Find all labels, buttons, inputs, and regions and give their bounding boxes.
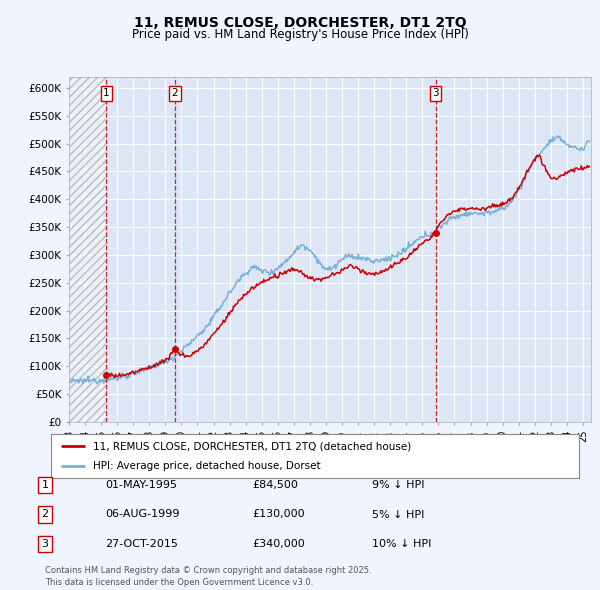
- HPI: Average price, detached house, Dorset: (2e+03, 1.61e+05): Average price, detached house, Dorset: (…: [200, 329, 207, 336]
- HPI: Average price, detached house, Dorset: (2.01e+03, 3.27e+05): Average price, detached house, Dorset: (…: [414, 236, 421, 243]
- 11, REMUS CLOSE, DORCHESTER, DT1 2TQ (detached house): [103, 371, 110, 378]
- Text: 5% ↓ HPI: 5% ↓ HPI: [372, 510, 424, 519]
- HPI: Average price, detached house, Dorset: (2.03e+03, 5.04e+05): Average price, detached house, Dorset: (…: [586, 138, 593, 145]
- HPI: Average price, detached house, Dorset: (1.99e+03, 6.87e+04): Average price, detached house, Dorset: (…: [79, 380, 86, 387]
- 11, REMUS CLOSE, DORCHESTER, DT1 2TQ (detached house): [397, 256, 404, 263]
- 11, REMUS CLOSE, DORCHESTER, DT1 2TQ (detached house): [111, 374, 118, 381]
- Text: 2: 2: [172, 88, 178, 99]
- HPI: Average price, detached house, Dorset: (1.99e+03, 7.15e+04): Average price, detached house, Dorset: (…: [65, 379, 73, 386]
- Text: 3: 3: [41, 539, 49, 549]
- HPI: Average price, detached house, Dorset: (2.02e+03, 3.73e+05): Average price, detached house, Dorset: (…: [458, 211, 465, 218]
- 11, REMUS CLOSE, DORCHESTER, DT1 2TQ (detached house): [535, 152, 542, 159]
- 11, REMUS CLOSE, DORCHESTER, DT1 2TQ (detached house): [254, 282, 261, 289]
- 11, REMUS CLOSE, DORCHESTER, DT1 2TQ (detached house): [308, 276, 315, 283]
- Line: 11, REMUS CLOSE, DORCHESTER, DT1 2TQ (detached house): 11, REMUS CLOSE, DORCHESTER, DT1 2TQ (de…: [106, 155, 589, 378]
- Text: £340,000: £340,000: [252, 539, 305, 549]
- Text: 3: 3: [432, 88, 439, 99]
- Text: 9% ↓ HPI: 9% ↓ HPI: [372, 480, 425, 490]
- Bar: [69, 77, 106, 422]
- Text: Contains HM Land Registry data © Crown copyright and database right 2025.
This d: Contains HM Land Registry data © Crown c…: [45, 566, 371, 587]
- Bar: [69, 77, 106, 422]
- Text: £84,500: £84,500: [252, 480, 298, 490]
- Text: 11, REMUS CLOSE, DORCHESTER, DT1 2TQ (detached house): 11, REMUS CLOSE, DORCHESTER, DT1 2TQ (de…: [93, 441, 412, 451]
- 11, REMUS CLOSE, DORCHESTER, DT1 2TQ (detached house): [544, 168, 551, 175]
- Text: 11, REMUS CLOSE, DORCHESTER, DT1 2TQ: 11, REMUS CLOSE, DORCHESTER, DT1 2TQ: [134, 16, 466, 30]
- HPI: Average price, detached house, Dorset: (2.01e+03, 3.08e+05): Average price, detached house, Dorset: (…: [302, 247, 309, 254]
- Text: £130,000: £130,000: [252, 510, 305, 519]
- Line: HPI: Average price, detached house, Dorset: HPI: Average price, detached house, Dors…: [69, 136, 589, 384]
- Text: 01-MAY-1995: 01-MAY-1995: [105, 480, 177, 490]
- Text: 1: 1: [103, 88, 110, 99]
- Text: 10% ↓ HPI: 10% ↓ HPI: [372, 539, 431, 549]
- 11, REMUS CLOSE, DORCHESTER, DT1 2TQ (detached house): [374, 271, 381, 278]
- Text: 06-AUG-1999: 06-AUG-1999: [105, 510, 179, 519]
- Text: 2: 2: [41, 510, 49, 519]
- 11, REMUS CLOSE, DORCHESTER, DT1 2TQ (detached house): [459, 205, 466, 212]
- Text: Price paid vs. HM Land Registry's House Price Index (HPI): Price paid vs. HM Land Registry's House …: [131, 28, 469, 41]
- HPI: Average price, detached house, Dorset: (2.01e+03, 2.92e+05): Average price, detached house, Dorset: (…: [373, 256, 380, 263]
- HPI: Average price, detached house, Dorset: (2e+03, 1.08e+05): Average price, detached house, Dorset: (…: [158, 358, 166, 365]
- HPI: Average price, detached house, Dorset: (2.02e+03, 5.14e+05): Average price, detached house, Dorset: (…: [554, 132, 561, 139]
- 11, REMUS CLOSE, DORCHESTER, DT1 2TQ (detached house): [586, 163, 593, 170]
- Text: 27-OCT-2015: 27-OCT-2015: [105, 539, 178, 549]
- Text: 1: 1: [41, 480, 49, 490]
- Text: HPI: Average price, detached house, Dorset: HPI: Average price, detached house, Dors…: [93, 461, 321, 471]
